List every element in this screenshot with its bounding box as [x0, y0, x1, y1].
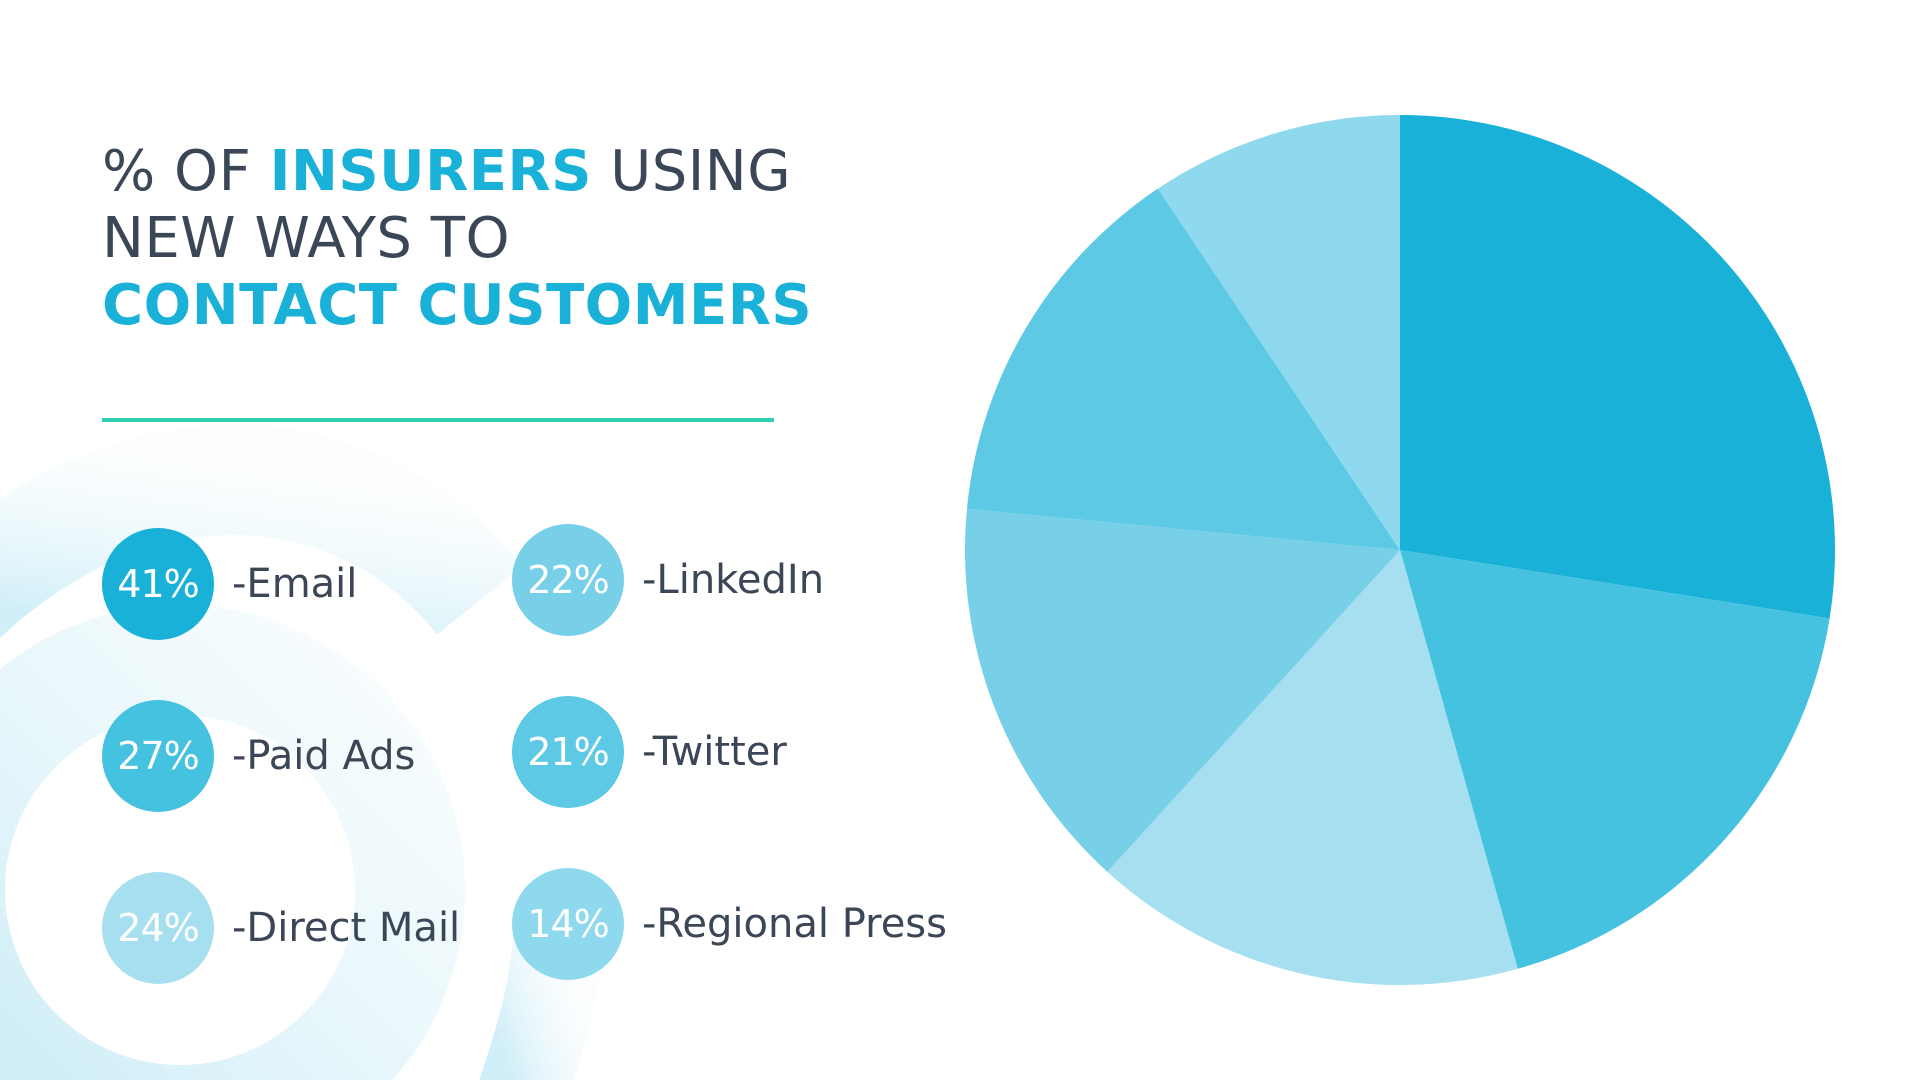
legend-label: -Email	[232, 561, 358, 607]
title-segment-highlight: insurers	[269, 139, 592, 204]
pie-slice-paid-ads	[1400, 550, 1830, 969]
legend-label: -Regional Press	[642, 901, 947, 947]
page-title: % of insurers using new ways to contact …	[102, 138, 822, 339]
legend-item-direct-mail: 24% -Direct Mail	[102, 872, 460, 984]
legend-badge: 22%	[512, 524, 624, 636]
pie-slice-twitter	[966, 188, 1400, 550]
legend-item-email: 41% -Email	[102, 528, 357, 640]
legend-item-twitter: 21% -Twitter	[512, 696, 787, 808]
title-segment: % of	[102, 139, 270, 204]
legend-label: -Twitter	[642, 729, 787, 775]
legend-badge: 14%	[512, 868, 624, 980]
legend-badge: 41%	[102, 528, 214, 640]
legend-label: -LinkedIn	[642, 557, 825, 603]
title-segment-highlight: contact customers	[102, 273, 813, 338]
pie-slice-linkedin	[965, 508, 1400, 872]
legend-badge: 21%	[512, 696, 624, 808]
legend-badge: 24%	[102, 872, 214, 984]
legend-item-paid-ads: 27% -Paid Ads	[102, 700, 415, 812]
legend-label: -Direct Mail	[232, 905, 461, 951]
legend-label: -Paid Ads	[232, 733, 416, 779]
pie-chart	[965, 114, 1835, 986]
legend-badge: 27%	[102, 700, 214, 812]
legend-item-regional-press: 14% -Regional Press	[512, 868, 947, 980]
pie-slice-regional-press	[1157, 114, 1400, 550]
legend-item-linkedin: 22% -LinkedIn	[512, 524, 824, 636]
title-segment: using new ways to	[102, 139, 792, 271]
pie-slice-email	[1400, 115, 1835, 619]
title-divider	[102, 418, 774, 422]
pie-slice-direct-mail	[1107, 550, 1518, 986]
